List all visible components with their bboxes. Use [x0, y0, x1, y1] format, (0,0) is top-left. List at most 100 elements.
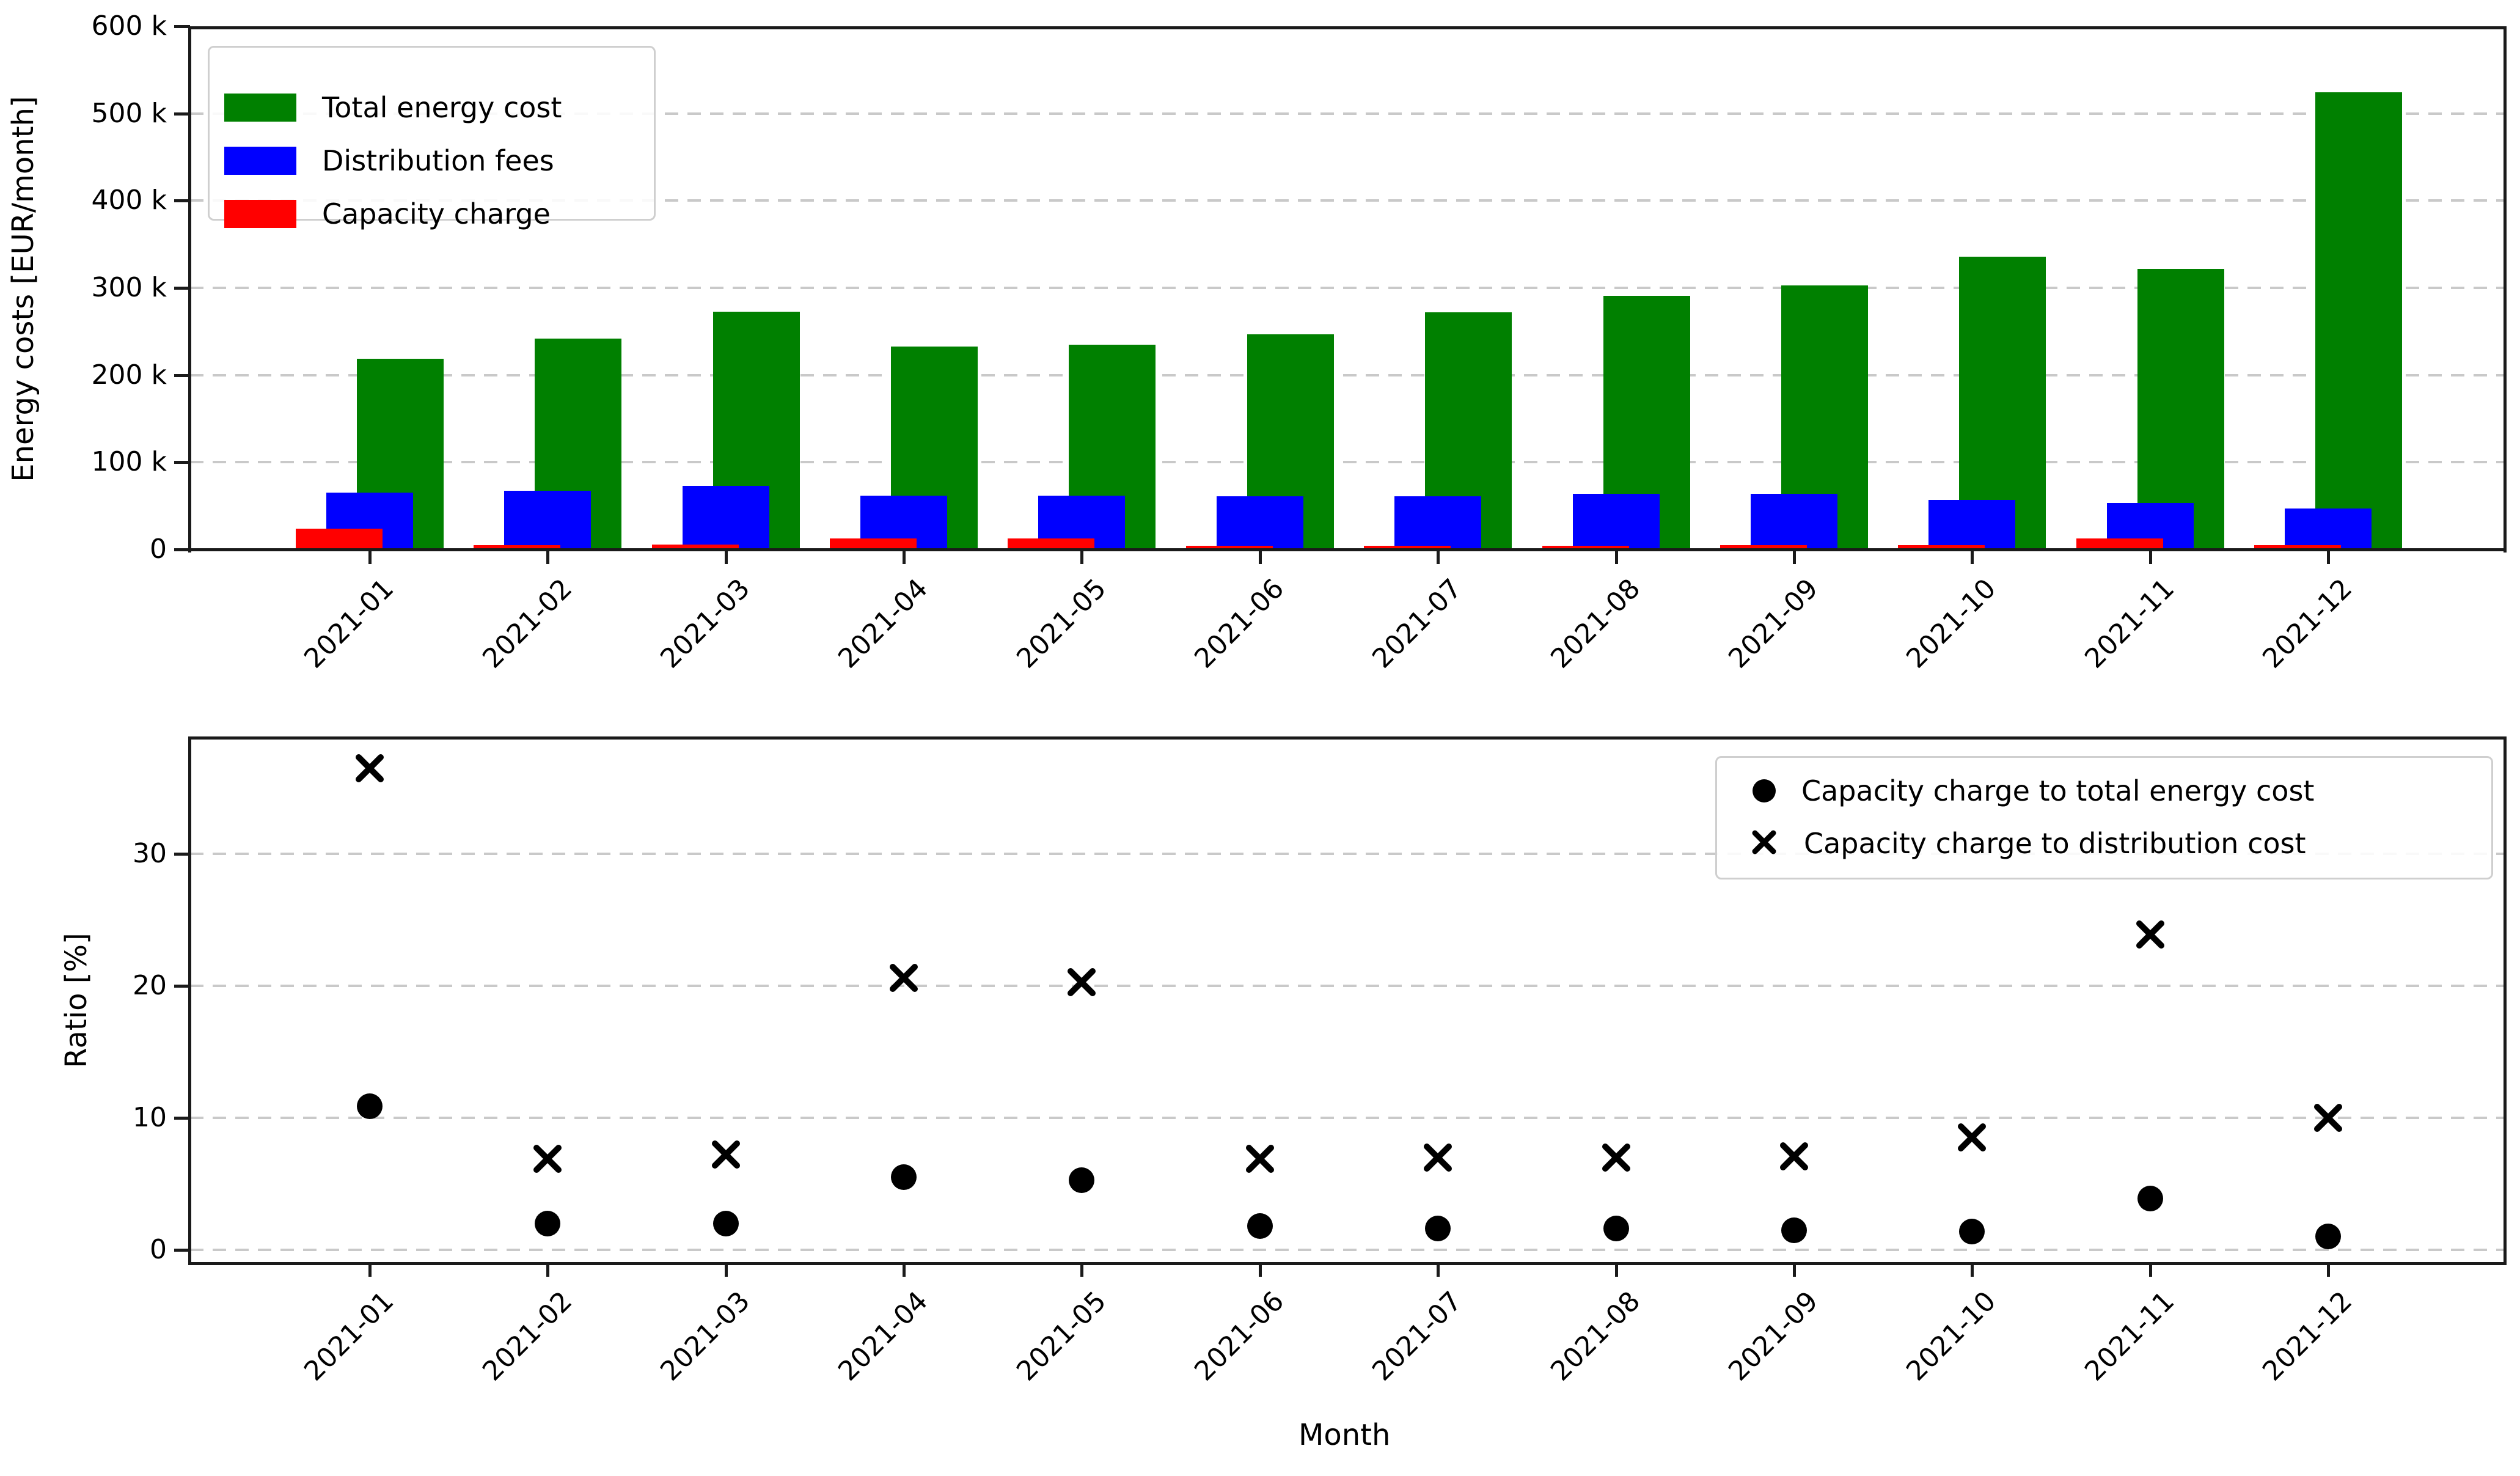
bottom-plot-x-tickmark — [724, 1262, 728, 1277]
bar-total-energy-cost-2021-12 — [2315, 92, 2402, 549]
bottom-plot-x-tickmark — [2148, 1262, 2152, 1277]
top-plot-bottom-spine — [188, 548, 2507, 551]
bottom-plot-gridline — [190, 1249, 2505, 1251]
top-plot-x-tick-label: 2021-01 — [298, 573, 400, 675]
scatter-point-capacity-to-distribution-2021-11 — [2133, 917, 2167, 954]
x-marker-icon — [1750, 828, 1778, 859]
bar-distribution-fees-2021-06 — [1216, 496, 1303, 549]
scatter-point-capacity-to-distribution-2021-10 — [1955, 1120, 1989, 1157]
bar-capacity-charge-2021-10 — [1898, 545, 1985, 549]
scatter-point-capacity-to-total-2021-10 — [1959, 1218, 1985, 1244]
top-plot-right-spine — [2504, 26, 2507, 553]
bottom-plot-y-tick-label: 30 — [133, 838, 167, 869]
bottom-plot-x-tickmark — [2326, 1262, 2330, 1277]
bottom-plot-x-tick-label: 2021-06 — [1189, 1285, 1291, 1387]
bar-capacity-charge-2021-11 — [2076, 538, 2163, 549]
top-plot-top-spine — [188, 26, 2507, 29]
scatter-point-capacity-to-distribution-2021-08 — [1599, 1140, 1633, 1177]
scatter-point-capacity-to-total-2021-05 — [1069, 1167, 1095, 1193]
scatter-point-capacity-to-distribution-2021-03 — [709, 1137, 743, 1174]
bottom-plot-x-tick-label: 2021-09 — [1723, 1285, 1825, 1387]
scatter-point-capacity-to-distribution-2021-01 — [353, 751, 387, 788]
bottom-plot-y-tickmark — [174, 853, 190, 856]
bottom-plot-x-tickmark — [903, 1262, 906, 1277]
top-plot-x-tickmark — [2326, 549, 2330, 564]
scatter-point-capacity-to-total-2021-01 — [357, 1093, 383, 1119]
bottom-plot-gridline — [190, 1117, 2505, 1119]
top-plot-x-tickmark — [368, 549, 372, 564]
bottom-plot-x-tick-label: 2021-11 — [2078, 1285, 2180, 1387]
scatter-point-capacity-to-total-2021-03 — [712, 1210, 739, 1236]
x-axis-label: Month — [1298, 1418, 1391, 1452]
scatter-point-capacity-to-distribution-2021-04 — [887, 961, 921, 997]
circle-marker-icon — [1753, 779, 1776, 802]
bar-capacity-charge-2021-07 — [1364, 545, 1451, 549]
top-plot-y-tickmark — [174, 373, 190, 377]
bottom-plot-x-tickmark — [1258, 1262, 1262, 1277]
bar-distribution-fees-2021-03 — [682, 485, 769, 549]
scatter-point-capacity-to-total-2021-12 — [2315, 1224, 2341, 1250]
bar-capacity-charge-2021-06 — [1185, 546, 1273, 549]
bottom-plot-y-tick-label: 20 — [133, 970, 167, 1001]
top-plot-y-tickmark — [174, 199, 190, 203]
distribution-fees-swatch — [224, 147, 296, 175]
bottom-plot-y-tick-label: 10 — [133, 1102, 167, 1133]
top-plot-x-tickmark — [2148, 549, 2152, 564]
top-plot-gridline — [190, 112, 2505, 115]
top-plot-x-tick-label: 2021-03 — [654, 573, 756, 675]
scatter-point-capacity-to-distribution-2021-05 — [1064, 965, 1099, 1002]
scatter-point-capacity-to-total-2021-06 — [1247, 1213, 1273, 1239]
legend-row-capacity-charge: Capacity charge — [224, 198, 551, 230]
bottom-plot-x-tickmark — [1971, 1262, 1974, 1277]
bottom-plot-x-tick-label: 2021-05 — [1010, 1285, 1112, 1387]
top-plot-x-tick-label: 2021-02 — [476, 573, 578, 675]
bottom-plot-x-tick-label: 2021-02 — [476, 1285, 578, 1387]
top-plot-x-tickmark — [1614, 549, 1618, 564]
bottom-plot-top-spine — [188, 736, 2507, 740]
scatter-point-capacity-to-distribution-2021-12 — [2311, 1101, 2345, 1137]
top-plot-x-tickmark — [903, 549, 906, 564]
total-energy-cost-swatch — [224, 94, 296, 122]
top-plot-y-tick-label: 200 k — [91, 359, 167, 391]
top-plot-x-tick-label: 2021-07 — [1366, 573, 1468, 675]
legend-label: Distribution fees — [322, 144, 554, 177]
bottom-plot-x-tickmark — [546, 1262, 550, 1277]
bottom-plot-gridline — [190, 985, 2505, 987]
legend-label: Capacity charge — [322, 197, 551, 230]
top-plot-x-tickmark — [546, 549, 550, 564]
bottom-plot-y-tickmark — [174, 1117, 190, 1120]
scatter-point-capacity-to-distribution-2021-09 — [1777, 1139, 1811, 1176]
bar-capacity-charge-2021-12 — [2254, 545, 2341, 549]
scatter-point-capacity-to-distribution-2021-06 — [1243, 1142, 1277, 1178]
bar-distribution-fees-2021-10 — [1928, 499, 2016, 549]
legend-row-ratio-distribution: Capacity charge to distribution cost — [1750, 828, 2306, 859]
legend-label: Capacity charge to total energy cost — [1801, 774, 2315, 807]
top-plot-y-tick-label: 0 — [150, 534, 167, 565]
top-plot-y-tick-label: 600 k — [91, 10, 167, 42]
bottom-plot-x-tick-label: 2021-10 — [1900, 1285, 2002, 1387]
bottom-plot-x-tick-label: 2021-03 — [654, 1285, 756, 1387]
legend-label: Capacity charge to distribution cost — [1804, 827, 2306, 860]
capacity-charge-swatch — [224, 200, 296, 228]
bar-capacity-charge-2021-02 — [474, 545, 561, 549]
bottom-plot-x-tickmark — [1080, 1262, 1084, 1277]
top-plot-y-tickmark — [174, 25, 190, 28]
top-plot-x-tick-label: 2021-04 — [832, 573, 934, 675]
bar-capacity-charge-2021-09 — [1720, 545, 1807, 549]
legend-row-ratio-total: Capacity charge to total energy cost — [1753, 775, 2314, 807]
top-plot-x-tick-label: 2021-11 — [2078, 573, 2180, 675]
top-plot-y-tickmark — [174, 548, 190, 551]
bottom-plot-x-tick-label: 2021-01 — [298, 1285, 400, 1387]
bottom-plot-x-tick-label: 2021-04 — [832, 1285, 934, 1387]
scatter-point-capacity-to-total-2021-02 — [535, 1210, 561, 1236]
scatter-point-capacity-to-distribution-2021-07 — [1421, 1140, 1455, 1177]
bottom-plot-y-tickmark — [174, 1249, 190, 1252]
bar-distribution-fees-2021-07 — [1394, 496, 1482, 549]
top-plot-gridline — [190, 461, 2505, 464]
legend-label: Total energy cost — [322, 91, 562, 124]
top-plot-y-tick-label: 400 k — [91, 185, 167, 216]
bottom-plot-x-tick-label: 2021-08 — [1544, 1285, 1646, 1387]
top-plot-x-tick-label: 2021-05 — [1010, 573, 1112, 675]
bottom-plot-left-spine — [188, 736, 191, 1265]
